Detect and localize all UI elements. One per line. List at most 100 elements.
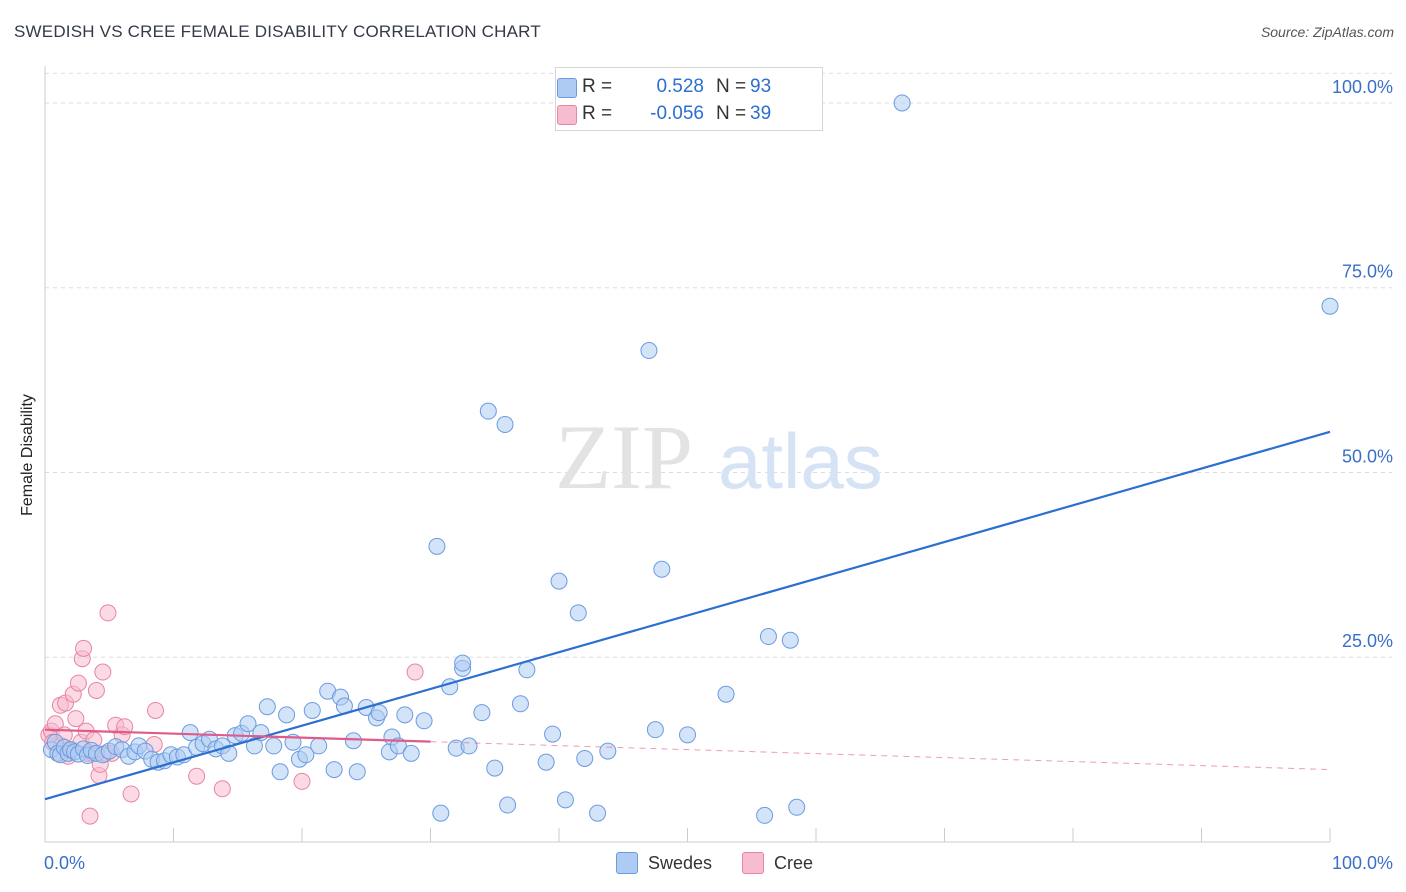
swedes-point (1321, 297, 1339, 315)
legend-r-label: R = (582, 76, 613, 97)
chart-title: SWEDISH VS CREE FEMALE DISABILITY CORREL… (14, 22, 541, 41)
y-tick-label: 25.0% (1342, 631, 1393, 651)
swedes-point (781, 631, 799, 649)
swedes-point (389, 737, 407, 755)
swedes-point (537, 753, 555, 771)
swedes-point (479, 402, 497, 420)
legend-swatch-cree (557, 105, 577, 125)
cree-point (69, 674, 87, 692)
watermark-atlas: atlas (718, 417, 883, 505)
swedes-point (258, 698, 276, 716)
swedes-point (550, 572, 568, 590)
swedes-point (511, 695, 529, 713)
trend-lines (44, 430, 1331, 801)
correlation-legend: R = 0.528 N = 93 R = -0.056 N = 39 (555, 67, 823, 131)
swedes-point (415, 712, 433, 730)
swedes-point (788, 798, 806, 816)
cree-label: Cree (774, 852, 814, 873)
swedes-point (589, 804, 607, 822)
y-tick-label: 100.0% (1332, 77, 1393, 97)
legend-row-cree: R = -0.056 N = 39 (557, 102, 772, 126)
swedes-point (181, 724, 199, 742)
swedes-point (325, 761, 343, 779)
swedes-point (679, 726, 696, 744)
cree-point (406, 663, 424, 681)
swedes-point (265, 737, 283, 755)
cree-point (122, 785, 140, 803)
x-tick-labels: 0.0% 100.0% (44, 853, 1393, 873)
x-tick-label: 100.0% (1332, 853, 1393, 873)
cree-point (46, 715, 64, 733)
y-tick-label: 50.0% (1342, 446, 1393, 466)
swedes-point (756, 806, 774, 824)
swedes-point (640, 342, 658, 360)
swedes-point (486, 759, 504, 777)
cree-point (293, 772, 311, 790)
x-tick-label: 0.0% (44, 853, 85, 873)
legend-item-cree[interactable]: Cree (742, 852, 813, 874)
cree-point (116, 718, 134, 736)
swedes-point (460, 737, 478, 755)
cree-point (81, 807, 99, 825)
legend-item-swedes[interactable]: Swedes (616, 852, 712, 874)
swedes-point (759, 628, 777, 646)
cree-point (94, 663, 112, 681)
cree-point (147, 701, 165, 719)
cree-trend-line-extension (430, 741, 1331, 771)
watermark-zip: ZIP (555, 406, 693, 508)
swedes-point (396, 706, 414, 724)
swedes-point (278, 706, 296, 724)
legend-r-label: R = (582, 103, 613, 124)
swedes-point (370, 704, 388, 722)
swedes-point (220, 744, 238, 762)
swedes-point (569, 604, 587, 622)
legend-n-value: 93 (750, 76, 772, 97)
legend-r-value: -0.056 (650, 103, 704, 124)
y-tick-labels: 25.0% 50.0% 75.0% 100.0% (1332, 77, 1393, 651)
cree-point (75, 639, 93, 657)
legend-r-value: 0.528 (656, 76, 704, 97)
series-swedes (42, 94, 1339, 824)
legend-n-label: N = (716, 103, 747, 124)
cree-point (87, 681, 105, 699)
swedes-point (303, 701, 321, 719)
cree-point (99, 604, 117, 622)
swedes-label: Swedes (648, 852, 713, 873)
swedes-point (576, 749, 594, 767)
swedes-point (717, 685, 735, 703)
swedes-point (271, 763, 289, 781)
swedes-point (499, 796, 517, 814)
cree-swatch (742, 852, 765, 874)
cree-point (213, 780, 231, 798)
swedes-point (344, 732, 362, 750)
gridlines (45, 72, 1392, 658)
swedes-point (239, 715, 257, 733)
cree-point (188, 767, 206, 785)
swedes-point (653, 560, 671, 578)
legend-swatch-swedes (557, 78, 577, 98)
swedes-point (496, 415, 514, 433)
swedes-point (518, 661, 536, 679)
source-label: Source: ZipAtlas.com (1260, 24, 1394, 40)
swedes-point (544, 725, 562, 743)
legend-row-swedes: R = 0.528 N = 93 (557, 75, 772, 99)
cree-point (67, 710, 85, 728)
swedes-point (428, 537, 446, 555)
swedes-point (297, 746, 315, 764)
swedes-point (454, 654, 472, 672)
axes (44, 66, 1331, 843)
watermark: ZIP atlas (555, 406, 883, 508)
swedes-point (473, 704, 491, 722)
legend-n-value: 39 (750, 103, 772, 124)
swedes-point (599, 742, 617, 760)
swedes-point (432, 804, 450, 822)
y-tick-label: 75.0% (1342, 262, 1393, 282)
swedes-trend-line (44, 430, 1331, 801)
swedes-point (348, 763, 366, 781)
swedes-point (402, 744, 420, 762)
legend-n-label: N = (716, 76, 747, 97)
series-legend: Swedes Cree (616, 852, 843, 874)
swedes-point (310, 737, 328, 755)
cree-trend-line (44, 728, 431, 743)
